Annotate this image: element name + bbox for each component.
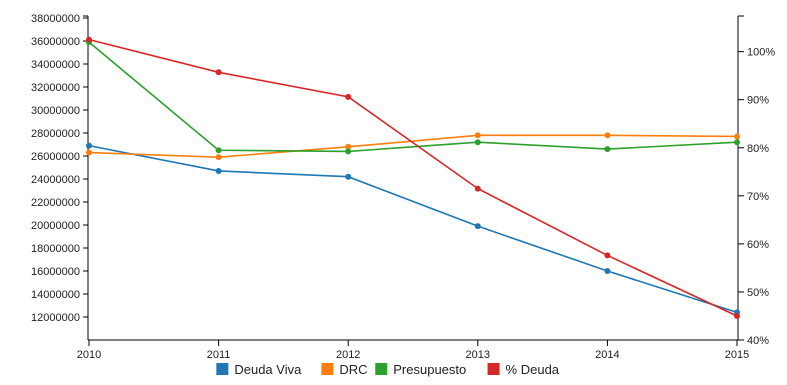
legend-item-presupuesto[interactable]: Presupuesto [375, 362, 466, 377]
legend-item-deuda[interactable]: % Deuda [487, 362, 560, 377]
left-tick-label: 12000000 [31, 312, 80, 324]
data-point-drc [215, 154, 222, 161]
legend-label: Deuda Viva [234, 362, 302, 377]
legend-item-deuda-viva[interactable]: Deuda Viva [216, 362, 302, 377]
series-line-deuda-viva [88, 144, 738, 314]
axes-group [87, 16, 739, 341]
left-tick-label: 22000000 [31, 197, 80, 209]
series-line-deuda [88, 38, 738, 317]
x-axis-ticks: 2010 2011 2012 2013 2014 2015 [77, 340, 749, 361]
data-point-deuda-viva [604, 268, 611, 274]
data-point-deuda-viva [86, 142, 92, 149]
left-axis-ticks: 12000000 14000000 16000000 18000000 20000000… [31, 13, 88, 324]
left-tick-label: 36000000 [31, 36, 80, 48]
series-presupuesto [86, 39, 740, 155]
legend-label: % Deuda [506, 362, 560, 377]
left-tick-label: 30000000 [31, 105, 80, 117]
left-tick-label: 18000000 [31, 243, 80, 255]
series-deuda-viva [86, 142, 740, 316]
left-tick-label: 34000000 [31, 59, 80, 71]
x-tick-label: 2010 [77, 349, 101, 361]
data-point-presupuesto [474, 139, 481, 146]
series-group [86, 36, 740, 319]
left-tick-label: 16000000 [31, 266, 80, 278]
data-point-deuda-viva [345, 173, 352, 180]
x-tick-label: 2014 [595, 349, 619, 361]
right-tick-label: 100% [747, 47, 775, 59]
data-point-deuda [604, 252, 611, 259]
left-tick-label: 20000000 [31, 220, 80, 232]
right-tick-label: 40% [747, 335, 769, 347]
series-drc [86, 132, 740, 161]
data-point-presupuesto [215, 147, 222, 154]
left-tick-label: 38000000 [31, 13, 80, 25]
data-point-deuda-viva [215, 167, 222, 174]
data-point-deuda [86, 36, 92, 43]
series-line-drc [88, 134, 738, 158]
data-point-drc [345, 143, 352, 150]
left-tick-label: 32000000 [31, 82, 80, 94]
data-point-presupuesto [604, 146, 611, 153]
legend-label: DRC [339, 362, 367, 377]
legend-item-drc[interactable]: DRC [321, 362, 368, 377]
data-point-deuda [345, 93, 352, 100]
series-deuda [86, 36, 740, 319]
data-point-deuda-viva [474, 223, 481, 230]
right-tick-label: 80% [747, 143, 769, 155]
x-tick-label: 2013 [466, 349, 490, 361]
legend-swatch [216, 363, 229, 375]
right-tick-label: 90% [747, 95, 769, 107]
left-tick-label: 24000000 [31, 174, 80, 186]
left-tick-label: 28000000 [31, 128, 80, 140]
data-point-presupuesto [734, 139, 740, 146]
legend-swatch [375, 363, 388, 375]
data-point-drc [474, 132, 481, 139]
data-point-drc [734, 133, 740, 140]
data-point-drc [86, 149, 92, 156]
data-point-drc [604, 132, 611, 139]
right-tick-label: 50% [747, 287, 769, 299]
legend: Deuda Viva DRC Presupuesto % Deuda [216, 362, 560, 377]
legend-swatch [487, 363, 500, 375]
data-point-deuda [215, 69, 222, 76]
data-point-presupuesto [345, 148, 352, 155]
right-tick-label: 60% [747, 239, 769, 251]
x-tick-label: 2015 [725, 349, 749, 361]
right-tick-label: 70% [747, 191, 769, 203]
x-tick-label: 2011 [207, 349, 231, 361]
x-tick-label: 2012 [336, 349, 360, 361]
legend-label: Presupuesto [393, 362, 466, 377]
right-axis-ticks: 40% 50% 60% 70% 80% 90% 100% [738, 15, 775, 347]
left-tick-label: 26000000 [31, 151, 80, 163]
data-point-deuda [474, 185, 481, 192]
legend-swatch [321, 363, 334, 375]
series-line-presupuesto [88, 41, 738, 153]
left-tick-label: 14000000 [31, 289, 80, 301]
data-point-deuda [734, 312, 740, 319]
